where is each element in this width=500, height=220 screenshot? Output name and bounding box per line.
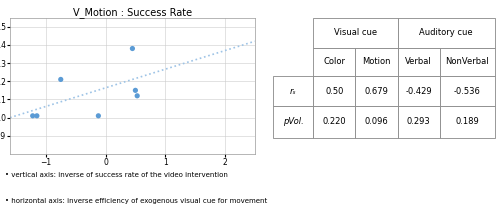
Text: rₛ: rₛ xyxy=(290,87,296,96)
Bar xyxy=(314,106,356,138)
Bar xyxy=(356,76,398,106)
Bar xyxy=(440,48,495,76)
Text: Motion: Motion xyxy=(362,57,390,66)
Bar xyxy=(356,48,398,76)
Text: 0.679: 0.679 xyxy=(364,87,388,96)
Bar xyxy=(440,106,495,138)
Text: 0.189: 0.189 xyxy=(456,117,479,126)
Point xyxy=(33,114,41,117)
Bar xyxy=(314,48,356,76)
Text: pVol.: pVol. xyxy=(283,117,304,126)
Text: 0.293: 0.293 xyxy=(406,117,430,126)
Point xyxy=(57,78,65,81)
Text: 0.220: 0.220 xyxy=(322,117,346,126)
Text: • horizontal axis: inverse efficiency of exogenous visual cue for movement: • horizontal axis: inverse efficiency of… xyxy=(5,198,267,204)
Text: Color: Color xyxy=(324,57,345,66)
Bar xyxy=(398,106,440,138)
Text: 0.096: 0.096 xyxy=(364,117,388,126)
Text: • vertical axis: inverse of success rate of the video intervention: • vertical axis: inverse of success rate… xyxy=(5,172,228,178)
Bar xyxy=(274,18,314,48)
Bar xyxy=(274,48,314,76)
Title: V_Motion : Success Rate: V_Motion : Success Rate xyxy=(73,7,192,18)
Bar xyxy=(398,18,495,48)
Text: 0.50: 0.50 xyxy=(325,87,344,96)
Point xyxy=(132,89,140,92)
Bar xyxy=(398,48,440,76)
Text: Visual cue: Visual cue xyxy=(334,28,377,37)
Point xyxy=(128,47,136,50)
Bar xyxy=(274,76,314,106)
Text: -0.429: -0.429 xyxy=(406,87,432,96)
Point xyxy=(94,114,102,117)
Text: Auditory cue: Auditory cue xyxy=(420,28,473,37)
Text: Verbal: Verbal xyxy=(405,57,432,66)
Point xyxy=(133,94,141,97)
Bar xyxy=(398,76,440,106)
Text: NonVerbal: NonVerbal xyxy=(446,57,489,66)
Bar xyxy=(440,76,495,106)
Bar xyxy=(314,76,356,106)
Bar xyxy=(356,106,398,138)
Point xyxy=(28,114,36,117)
Text: -0.536: -0.536 xyxy=(454,87,480,96)
Bar xyxy=(314,18,398,48)
Bar xyxy=(274,106,314,138)
